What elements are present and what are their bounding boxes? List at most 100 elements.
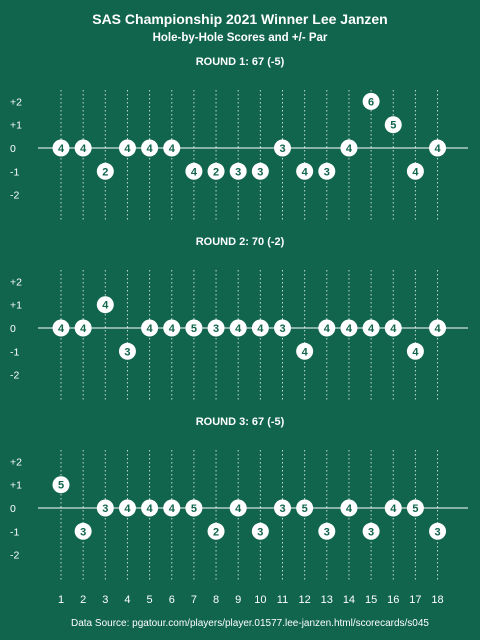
score-marker: 4 — [185, 162, 203, 180]
score-marker: 3 — [429, 522, 447, 540]
score-dot — [185, 162, 203, 180]
score-dot — [251, 522, 269, 540]
score-dot — [274, 319, 291, 337]
score-marker: 4 — [384, 319, 402, 337]
score-label: 3 — [80, 526, 86, 538]
score-label: 4 — [124, 143, 131, 155]
score-marker: 4 — [362, 319, 380, 337]
round-3-title: ROUND 3: 67 (-5) — [196, 416, 285, 428]
score-label: 3 — [368, 526, 374, 538]
score-dot — [429, 319, 447, 337]
x-tick-label: 4 — [124, 594, 130, 606]
score-marker: 3 — [318, 162, 336, 180]
score-marker: 4 — [52, 139, 70, 157]
x-tick-label: 16 — [387, 594, 399, 606]
score-label: 4 — [390, 323, 397, 335]
y-tick-label: -1 — [10, 346, 19, 358]
score-label: 4 — [412, 166, 419, 178]
score-label: 3 — [102, 503, 108, 515]
score-marker: 4 — [118, 499, 136, 517]
score-label: 4 — [102, 300, 109, 312]
score-dot — [362, 92, 380, 110]
score-label: 3 — [279, 323, 285, 335]
y-tick-label: -1 — [10, 166, 19, 178]
y-tick-label: 0 — [10, 503, 16, 515]
round-2-title: ROUND 2: 70 (-2) — [196, 236, 285, 248]
score-label: 4 — [257, 323, 264, 335]
score-label: 3 — [257, 526, 263, 538]
round-panels: ROUND 1: 67 (-5) +2 +1 0 -1 -2 4 4 2 4 4 4 4 2 3 3 3 4 3 4 6… — [10, 56, 468, 582]
score-marker: 4 — [406, 162, 424, 180]
score-marker: 4 — [96, 296, 114, 314]
score-dot — [251, 162, 269, 180]
x-axis: 1 2 3 4 5 6 7 8 9 10 11 12 13 14 15 16 17 18 — [58, 594, 444, 606]
score-marker: 3 — [274, 139, 291, 157]
score-label: 5 — [302, 503, 308, 515]
score-dot — [141, 319, 159, 337]
score-marker: 3 — [362, 522, 380, 540]
score-marker: 4 — [163, 319, 181, 337]
score-label: 4 — [346, 503, 353, 515]
score-marker: 2 — [96, 162, 114, 180]
score-dot — [296, 499, 314, 517]
score-label: 4 — [390, 503, 397, 515]
score-marker: 5 — [185, 499, 203, 517]
score-label: 4 — [80, 323, 87, 335]
score-label: 4 — [324, 323, 331, 335]
score-dot — [163, 139, 181, 157]
score-dot — [207, 522, 225, 540]
score-dot — [118, 139, 136, 157]
score-label: 6 — [368, 96, 374, 108]
score-label: 4 — [302, 166, 309, 178]
score-dot — [163, 499, 181, 517]
round-3-panel: ROUND 3: 67 (-5) +2 +1 0 -1 -2 5 3 3 4 4 4 5 2 4 3 3 5 3 4 3… — [10, 416, 468, 582]
score-marker: 3 — [318, 522, 336, 540]
score-marker: 4 — [340, 139, 358, 157]
score-dot — [74, 522, 92, 540]
y-tick-label: -2 — [10, 370, 19, 382]
score-marker: 4 — [340, 499, 358, 517]
score-dot — [96, 162, 114, 180]
score-dot — [52, 319, 70, 337]
score-label: 3 — [235, 166, 241, 178]
score-label: 4 — [169, 143, 176, 155]
score-label: 4 — [235, 503, 242, 515]
x-tick-label: 5 — [147, 594, 153, 606]
chart-title: SAS Championship 2021 Winner Lee Janzen — [92, 11, 388, 27]
score-dot — [429, 522, 447, 540]
score-dot — [207, 319, 225, 337]
score-dot — [274, 139, 291, 157]
score-dot — [318, 319, 336, 337]
x-tick-label: 9 — [235, 594, 241, 606]
score-label: 4 — [169, 323, 176, 335]
score-label: 4 — [346, 323, 353, 335]
score-dot — [96, 499, 114, 517]
score-marker: 4 — [141, 499, 159, 517]
score-label: 2 — [213, 526, 219, 538]
y-tick-label: +1 — [10, 120, 22, 132]
score-dot — [185, 319, 203, 337]
x-tick-label: 18 — [431, 594, 443, 606]
y-tick-label: +1 — [10, 480, 22, 492]
score-label: 4 — [434, 143, 441, 155]
score-label: 3 — [279, 143, 285, 155]
score-dot — [318, 162, 336, 180]
chart-subtitle: Hole-by-Hole Scores and +/- Par — [153, 32, 328, 44]
score-label: 5 — [58, 480, 64, 492]
score-dot — [141, 499, 159, 517]
score-dot — [296, 342, 314, 360]
score-label: 2 — [213, 166, 219, 178]
score-dot — [384, 116, 402, 134]
data-source-note: Data Source: pgatour.com/players/player.… — [71, 618, 429, 629]
x-tick-label: 7 — [191, 594, 197, 606]
score-marker: 2 — [207, 162, 225, 180]
score-dot — [118, 499, 136, 517]
score-dot — [141, 139, 159, 157]
score-label: 4 — [169, 503, 176, 515]
score-marker: 4 — [229, 499, 247, 517]
score-label: 4 — [147, 143, 154, 155]
score-dot — [296, 162, 314, 180]
score-dot — [362, 319, 380, 337]
score-marker: 3 — [274, 499, 291, 517]
